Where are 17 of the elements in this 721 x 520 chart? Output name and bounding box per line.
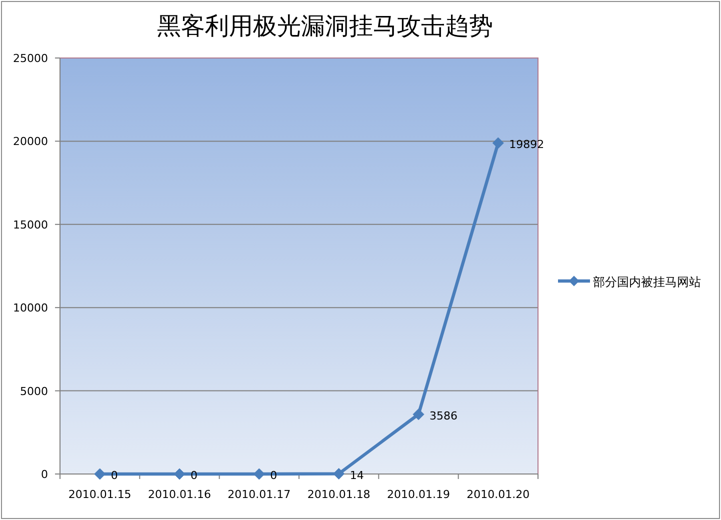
y-tick-label: 15000 xyxy=(13,218,48,232)
y-tick-label: 0 xyxy=(41,468,48,481)
x-tick-label: 2010.01.15 xyxy=(68,488,132,501)
x-tick-label: 2010.01.20 xyxy=(466,488,530,501)
x-tick-label: 2010.01.16 xyxy=(148,488,211,501)
y-tick-label: 25000 xyxy=(13,52,48,65)
data-label: 19892 xyxy=(509,138,544,151)
y-tick-label: 10000 xyxy=(13,302,48,315)
data-label: 14 xyxy=(350,468,364,482)
x-tick-label: 2010.01.17 xyxy=(228,488,291,501)
x-tick-label: 2010.01.19 xyxy=(387,488,450,501)
data-label: 3586 xyxy=(430,409,458,422)
x-tick-label: 2010.01.18 xyxy=(307,488,370,501)
legend-label: 部分国内被挂马网站 xyxy=(593,275,701,289)
y-tick-label: 5000 xyxy=(20,384,48,398)
title: 黑客利用极光漏洞挂马攻击趋势 xyxy=(157,12,493,40)
y-tick-label: 20000 xyxy=(13,135,48,148)
